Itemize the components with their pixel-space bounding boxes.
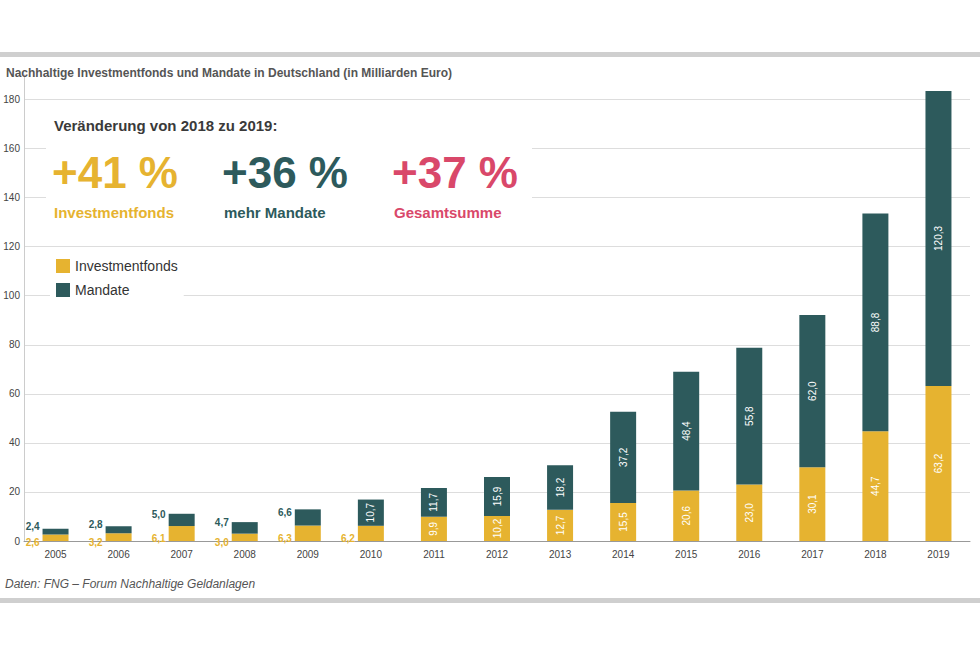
svg-text:10,7: 10,7 xyxy=(365,503,376,523)
svg-text:2016: 2016 xyxy=(738,549,761,560)
svg-text:Daten: FNG – Forum Nachhaltige: Daten: FNG – Forum Nachhaltige Geldanlag… xyxy=(5,577,255,591)
svg-text:+36 %: +36 % xyxy=(222,148,348,197)
svg-text:100: 100 xyxy=(3,290,20,301)
svg-text:+41 %: +41 % xyxy=(52,148,178,197)
svg-text:2,6: 2,6 xyxy=(26,537,40,548)
svg-text:2,8: 2,8 xyxy=(89,519,103,530)
svg-text:48,4: 48,4 xyxy=(681,421,692,441)
svg-text:60: 60 xyxy=(9,388,21,399)
svg-text:2010: 2010 xyxy=(360,549,383,560)
svg-text:2006: 2006 xyxy=(107,549,130,560)
svg-text:30,9: 30,9 xyxy=(549,447,570,459)
svg-text:183,5: 183,5 xyxy=(925,72,953,84)
svg-text:88,8: 88,8 xyxy=(870,312,881,332)
svg-text:2013: 2013 xyxy=(549,549,572,560)
svg-text:5,0: 5,0 xyxy=(48,510,63,522)
svg-text:20,6: 20,6 xyxy=(681,506,692,526)
svg-text:26,1: 26,1 xyxy=(486,458,507,470)
svg-text:120: 120 xyxy=(3,241,20,252)
svg-text:120,3: 120,3 xyxy=(933,226,944,251)
svg-text:2019: 2019 xyxy=(927,549,950,560)
svg-text:2017: 2017 xyxy=(801,549,824,560)
svg-text:12,7: 12,7 xyxy=(555,515,566,535)
svg-text:44,7: 44,7 xyxy=(870,476,881,496)
svg-text:2007: 2007 xyxy=(171,549,194,560)
svg-text:Investmentfonds: Investmentfonds xyxy=(75,258,178,274)
svg-text:11,1: 11,1 xyxy=(171,495,192,507)
svg-text:9,9: 9,9 xyxy=(428,521,439,535)
svg-text:2012: 2012 xyxy=(486,549,509,560)
svg-text:80: 80 xyxy=(9,339,21,350)
svg-text:2,4: 2,4 xyxy=(26,521,40,532)
svg-text:11,7: 11,7 xyxy=(428,493,439,512)
svg-text:2018: 2018 xyxy=(864,549,887,560)
svg-text:40: 40 xyxy=(9,437,21,448)
svg-text:12,9: 12,9 xyxy=(297,491,318,503)
svg-text:21,6: 21,6 xyxy=(423,470,444,482)
svg-text:15,9: 15,9 xyxy=(492,486,503,506)
svg-text:30,1: 30,1 xyxy=(807,494,818,514)
svg-text:Gesamtsumme: Gesamtsumme xyxy=(394,204,502,221)
svg-text:62,0: 62,0 xyxy=(807,381,818,401)
svg-text:52,7: 52,7 xyxy=(612,393,633,405)
svg-text:3,2: 3,2 xyxy=(89,537,103,548)
svg-text:4,7: 4,7 xyxy=(215,517,229,528)
svg-text:18,2: 18,2 xyxy=(555,477,566,497)
svg-text:Mandate: Mandate xyxy=(75,282,130,298)
svg-text:+37 %: +37 % xyxy=(392,148,518,197)
svg-text:16,9: 16,9 xyxy=(360,481,381,493)
svg-text:Veränderung von 2018 zu 2019:: Veränderung von 2018 zu 2019: xyxy=(54,117,277,134)
svg-text:69,0: 69,0 xyxy=(675,353,696,365)
svg-text:37,2: 37,2 xyxy=(618,447,629,467)
svg-text:Investmentfonds: Investmentfonds xyxy=(54,204,174,221)
svg-text:2011: 2011 xyxy=(423,549,445,560)
svg-text:2015: 2015 xyxy=(675,549,698,560)
svg-text:2014: 2014 xyxy=(612,549,635,560)
svg-text:23,0: 23,0 xyxy=(744,503,755,523)
svg-text:55,8: 55,8 xyxy=(744,406,755,426)
svg-text:92,1: 92,1 xyxy=(802,297,823,309)
svg-text:160: 160 xyxy=(3,143,20,154)
svg-text:2009: 2009 xyxy=(297,549,320,560)
svg-text:6,1: 6,1 xyxy=(152,533,166,544)
svg-text:5,0: 5,0 xyxy=(152,509,166,520)
svg-text:6,0: 6,0 xyxy=(111,508,126,520)
svg-text:20: 20 xyxy=(9,486,21,497)
svg-text:mehr Mandate: mehr Mandate xyxy=(224,204,326,221)
svg-text:133,5: 133,5 xyxy=(862,195,890,207)
svg-text:63,2: 63,2 xyxy=(933,453,944,473)
svg-text:Nachhaltige Investmentfonds un: Nachhaltige Investmentfonds und Mandate … xyxy=(6,66,452,80)
svg-text:6,3: 6,3 xyxy=(278,533,292,544)
svg-text:140: 140 xyxy=(3,192,20,203)
svg-text:15,5: 15,5 xyxy=(618,512,629,532)
svg-text:10,2: 10,2 xyxy=(492,518,503,538)
svg-text:78,8: 78,8 xyxy=(739,329,760,341)
svg-text:2008: 2008 xyxy=(234,549,257,560)
svg-text:7,7: 7,7 xyxy=(237,504,252,516)
svg-text:2005: 2005 xyxy=(44,549,67,560)
svg-text:6,2: 6,2 xyxy=(341,533,355,544)
svg-text:3,0: 3,0 xyxy=(215,537,229,548)
svg-text:180: 180 xyxy=(3,94,20,105)
svg-text:0: 0 xyxy=(14,536,20,547)
svg-text:6,6: 6,6 xyxy=(278,507,292,518)
